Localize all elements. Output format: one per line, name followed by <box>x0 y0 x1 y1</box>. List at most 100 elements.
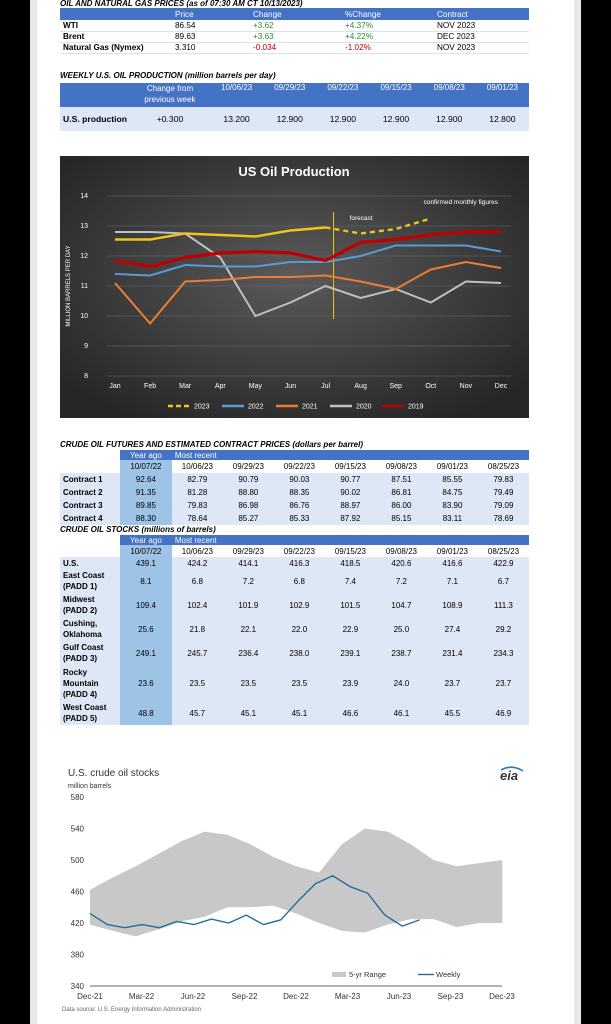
weekly-line <box>89 874 420 929</box>
futures-row-label: Contract 3 <box>60 499 120 512</box>
stocks-cell: 45.5 <box>426 701 478 725</box>
table-row: Cushing, Oklahoma 25.6 21.8 22.1 22.0 22.9 25.… <box>60 617 529 641</box>
stocks-cell: 46.1 <box>375 701 427 725</box>
stocks-cell: 23.7 <box>477 665 529 701</box>
series-line-2019 <box>114 230 501 269</box>
stocks-cell: 23.5 <box>171 665 223 701</box>
stocks-date-header: 08/25/23 <box>477 545 529 557</box>
x-tick-label: Dec <box>495 383 508 390</box>
production-row-label: U.S. production <box>60 107 130 131</box>
chart-title: US Oil Production <box>238 164 349 179</box>
futures-cell: 88.97 <box>324 499 376 512</box>
futures-date-header: 09/08/23 <box>375 460 427 473</box>
prices-section: OIL AND NATURAL GAS PRICES (as of 07:30 … <box>60 0 529 54</box>
futures-date-header: 09/29/23 <box>222 460 274 473</box>
y-tick-label: 14 <box>80 193 88 200</box>
x-tick-label: Sep-22 <box>232 992 258 1001</box>
legend-swatch-range <box>332 972 346 977</box>
legend-label-weekly: Weekly <box>436 970 461 979</box>
price-row-contract: NOV 2023 <box>434 42 529 54</box>
y-tick-label: 580 <box>71 793 85 802</box>
price-row-pct: -1.02% <box>342 42 434 54</box>
futures-stocks-section: CRUDE OIL FUTURES AND ESTIMATED CONTRACT… <box>60 440 529 725</box>
futures-date-header: 09/01/23 <box>426 460 478 473</box>
futures-date-header: 10/06/23 <box>171 460 223 473</box>
futures-cell: 87.92 <box>324 512 376 525</box>
production-value: 12.900 <box>263 107 317 131</box>
futures-cell: 86.81 <box>375 486 427 499</box>
stocks-date-blank <box>60 545 120 557</box>
x-tick-label: Jul <box>321 383 330 390</box>
stocks-cell: 6.8 <box>273 569 325 593</box>
y-tick-label: 420 <box>71 919 85 928</box>
production-title-text: WEEKLY U.S. OIL PRODUCTION <box>60 71 183 80</box>
table-row: Contract 1 92.64 82.79 90.79 90.03 90.77 87.51… <box>60 473 529 486</box>
stocks-title-text: CRUDE OIL STOCKS <box>60 525 140 534</box>
stocks-table: Year ago Most recent 10/07/22 10/06/23 09/… <box>60 535 529 725</box>
futures-mostrecent-header: Most recent <box>171 450 529 460</box>
table-row: West Coast (PADD 5) 48.8 45.7 45.1 45.1 46.6 4… <box>60 701 529 725</box>
stocks-cell: 249.1 <box>120 641 172 665</box>
stocks-cell: 7.4 <box>324 569 376 593</box>
stocks-cell: 234.3 <box>477 641 529 665</box>
stocks-date-header: 09/29/23 <box>222 545 274 557</box>
futures-cell: 82.79 <box>171 473 223 486</box>
futures-row-label: Contract 1 <box>60 473 120 486</box>
futures-cell: 85.15 <box>375 512 427 525</box>
stocks-cell: 7.2 <box>222 569 274 593</box>
table-row: Brent 89.63 +3.63 +4.22% DEC 2023 <box>60 31 529 43</box>
stocks-cell: 46.6 <box>324 701 376 725</box>
production-title-unit: (million barrels per day) <box>184 71 276 80</box>
stocks-cell: 25.0 <box>375 617 427 641</box>
stocks-cell: 231.4 <box>426 641 478 665</box>
price-row-name: Natural Gas (Nymex) <box>60 42 172 54</box>
stocks-cell: 7.2 <box>375 569 427 593</box>
production-header-blank <box>60 83 130 107</box>
x-tick-label: Mar-22 <box>129 992 155 1001</box>
futures-title-unit: (dollars per barrel) <box>292 440 363 449</box>
stocks-cell: 48.8 <box>120 701 172 725</box>
stocks-cell: 104.7 <box>375 593 427 617</box>
x-tick-label: Mar <box>179 383 192 390</box>
x-tick-label: Mar-23 <box>335 992 361 1001</box>
stocks-cell: 23.7 <box>426 665 478 701</box>
futures-cell: 90.02 <box>324 486 376 499</box>
stocks-cell: 101.9 <box>222 593 274 617</box>
production-header-date: 10/06/23 <box>210 83 264 107</box>
table-row: Gulf Coast (PADD 3) 249.1 245.7 236.4 238.0 2… <box>60 641 529 665</box>
legend-label: 2023 <box>194 404 210 411</box>
stocks-cell: 27.4 <box>426 617 478 641</box>
chart-background <box>60 156 529 418</box>
futures-cell: 88.30 <box>120 512 172 525</box>
us-oil-production-chart: US Oil Production MILLION BARRELS PER DA… <box>60 156 529 418</box>
futures-cell: 90.77 <box>324 473 376 486</box>
stocks-cell: 29.2 <box>477 617 529 641</box>
stocks-cell: 424.2 <box>171 557 223 569</box>
us-crude-stocks-chart: U.S. crude oil stocks million barrels ei… <box>60 762 529 1014</box>
futures-cell: 92.64 <box>120 473 172 486</box>
production-header-date: 09/08/23 <box>422 83 476 107</box>
x-tick-label: Nov <box>460 383 473 390</box>
price-row-change: +3.63 <box>250 31 342 43</box>
futures-table: Year ago Most recent 10/07/22 10/06/23 09/… <box>60 450 529 525</box>
stocks-cell: 23.9 <box>324 665 376 701</box>
series-line-2021 <box>114 260 502 326</box>
production-header-date: 09/22/23 <box>316 83 370 107</box>
x-tick-label: Sep-23 <box>438 992 464 1001</box>
price-row-pct: +4.37% <box>342 20 434 32</box>
stocks-cell: 23.5 <box>222 665 274 701</box>
futures-cell: 83.11 <box>426 512 478 525</box>
futures-cell: 79.49 <box>477 486 529 499</box>
stocks-cell: 6.7 <box>477 569 529 593</box>
futures-cell: 86.76 <box>273 499 325 512</box>
stocks-cell: 23.5 <box>273 665 325 701</box>
futures-cell: 79.83 <box>477 473 529 486</box>
y-axis-label: MILLION BARRELS PER DAY <box>66 245 72 326</box>
table-row: Natural Gas (Nymex) 3.310 -0.034 -1.02% … <box>60 42 529 54</box>
legend-label: 2019 <box>408 404 424 411</box>
left-rail <box>30 0 37 1024</box>
stocks-cell: 416.6 <box>426 557 478 569</box>
y-tick-label: 340 <box>71 982 85 991</box>
stocks-cell: 108.9 <box>426 593 478 617</box>
price-row-price: 3.310 <box>172 42 250 54</box>
